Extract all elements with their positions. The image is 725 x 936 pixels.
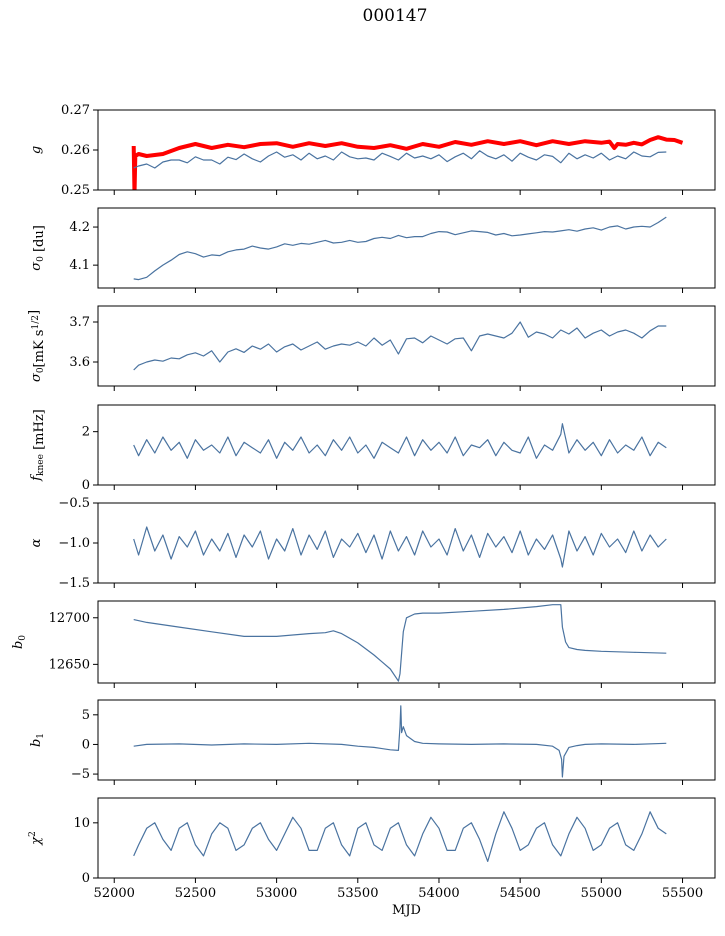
y-tick-label: 0	[82, 871, 90, 886]
series-line	[133, 321, 667, 371]
panel-6: 12650 12700 b0	[11, 600, 716, 688]
axes-frame	[97, 502, 716, 584]
axes-frame	[97, 699, 716, 781]
series-line	[133, 811, 667, 863]
panel-8: 0 10 52000 52500 53000 53500 54000 54500 55000 55…	[28, 797, 716, 918]
series-line	[133, 526, 667, 568]
axes-frame	[97, 305, 716, 387]
panel-2: 4.1 4.2 σ0 [du]	[29, 207, 716, 293]
y-tick-label: 0.25	[61, 183, 90, 198]
series-line	[133, 705, 667, 778]
y-axis-label: σ0 [du]	[29, 225, 47, 271]
y-tick-label: 0	[82, 737, 90, 752]
y-tick-label: −1.0	[58, 536, 90, 551]
y-axis-label: fknee [mHz]	[29, 409, 47, 482]
panel-4: 0 2 fknee [mHz]	[29, 404, 716, 493]
y-tick-label: 12650	[49, 657, 90, 672]
series-line	[133, 150, 667, 169]
y-tick-label: −0.5	[58, 496, 90, 511]
panel-3: 3.6 3.7 σ0[mK s1/2]	[27, 305, 716, 391]
y-tick-label: −1.5	[58, 576, 90, 591]
y-axis-label: χ2	[28, 831, 44, 846]
y-tick-label: 4.2	[69, 220, 90, 235]
x-tick-label: 54000	[418, 886, 459, 901]
axes-frame	[97, 600, 716, 684]
series-line	[133, 604, 667, 682]
axes-frame	[97, 797, 716, 879]
x-tick-label: 53000	[256, 886, 297, 901]
x-tick-label: 53500	[337, 886, 378, 901]
y-axis-label: b0	[11, 635, 28, 649]
y-tick-label: −5	[71, 767, 90, 782]
y-axis-label: b1	[29, 733, 46, 747]
x-tick-label: 52000	[94, 886, 135, 901]
y-tick-label: 0	[82, 478, 90, 493]
x-tick-label: 52500	[175, 886, 216, 901]
x-tick-label: 54500	[499, 886, 540, 901]
axes-frame	[97, 404, 716, 486]
axes-frame	[97, 207, 716, 289]
y-tick-label: 10	[73, 816, 90, 831]
panel-5: −1.5 −1.0 −0.5 α	[29, 496, 716, 591]
x-axis-label: MJD	[392, 903, 421, 918]
y-tick-label: 0.26	[61, 143, 90, 158]
y-tick-label: 3.7	[69, 315, 90, 330]
x-tick-label: 55000	[581, 886, 622, 901]
y-axis-label: σ0[mK s1/2]	[27, 310, 47, 382]
y-axis-label: α	[29, 538, 44, 547]
series-line	[133, 423, 667, 459]
y-axis-label: g	[29, 146, 44, 154]
series-line-overlay	[131, 135, 684, 190]
y-tick-label: 3.6	[69, 355, 90, 370]
figure-title: 000147	[362, 6, 428, 26]
y-tick-label: 12700	[49, 611, 90, 626]
panel-1: 0.25 0.26 0.27 g	[29, 103, 716, 198]
y-tick-label: 4.1	[69, 258, 90, 273]
panel-7: −5 0 5 b1	[29, 699, 716, 785]
y-tick-label: 5	[82, 708, 90, 723]
y-tick-label: 2	[82, 425, 90, 440]
y-tick-label: 0.27	[61, 103, 90, 118]
series-line	[133, 216, 667, 281]
x-tick-label: 55500	[662, 886, 703, 901]
